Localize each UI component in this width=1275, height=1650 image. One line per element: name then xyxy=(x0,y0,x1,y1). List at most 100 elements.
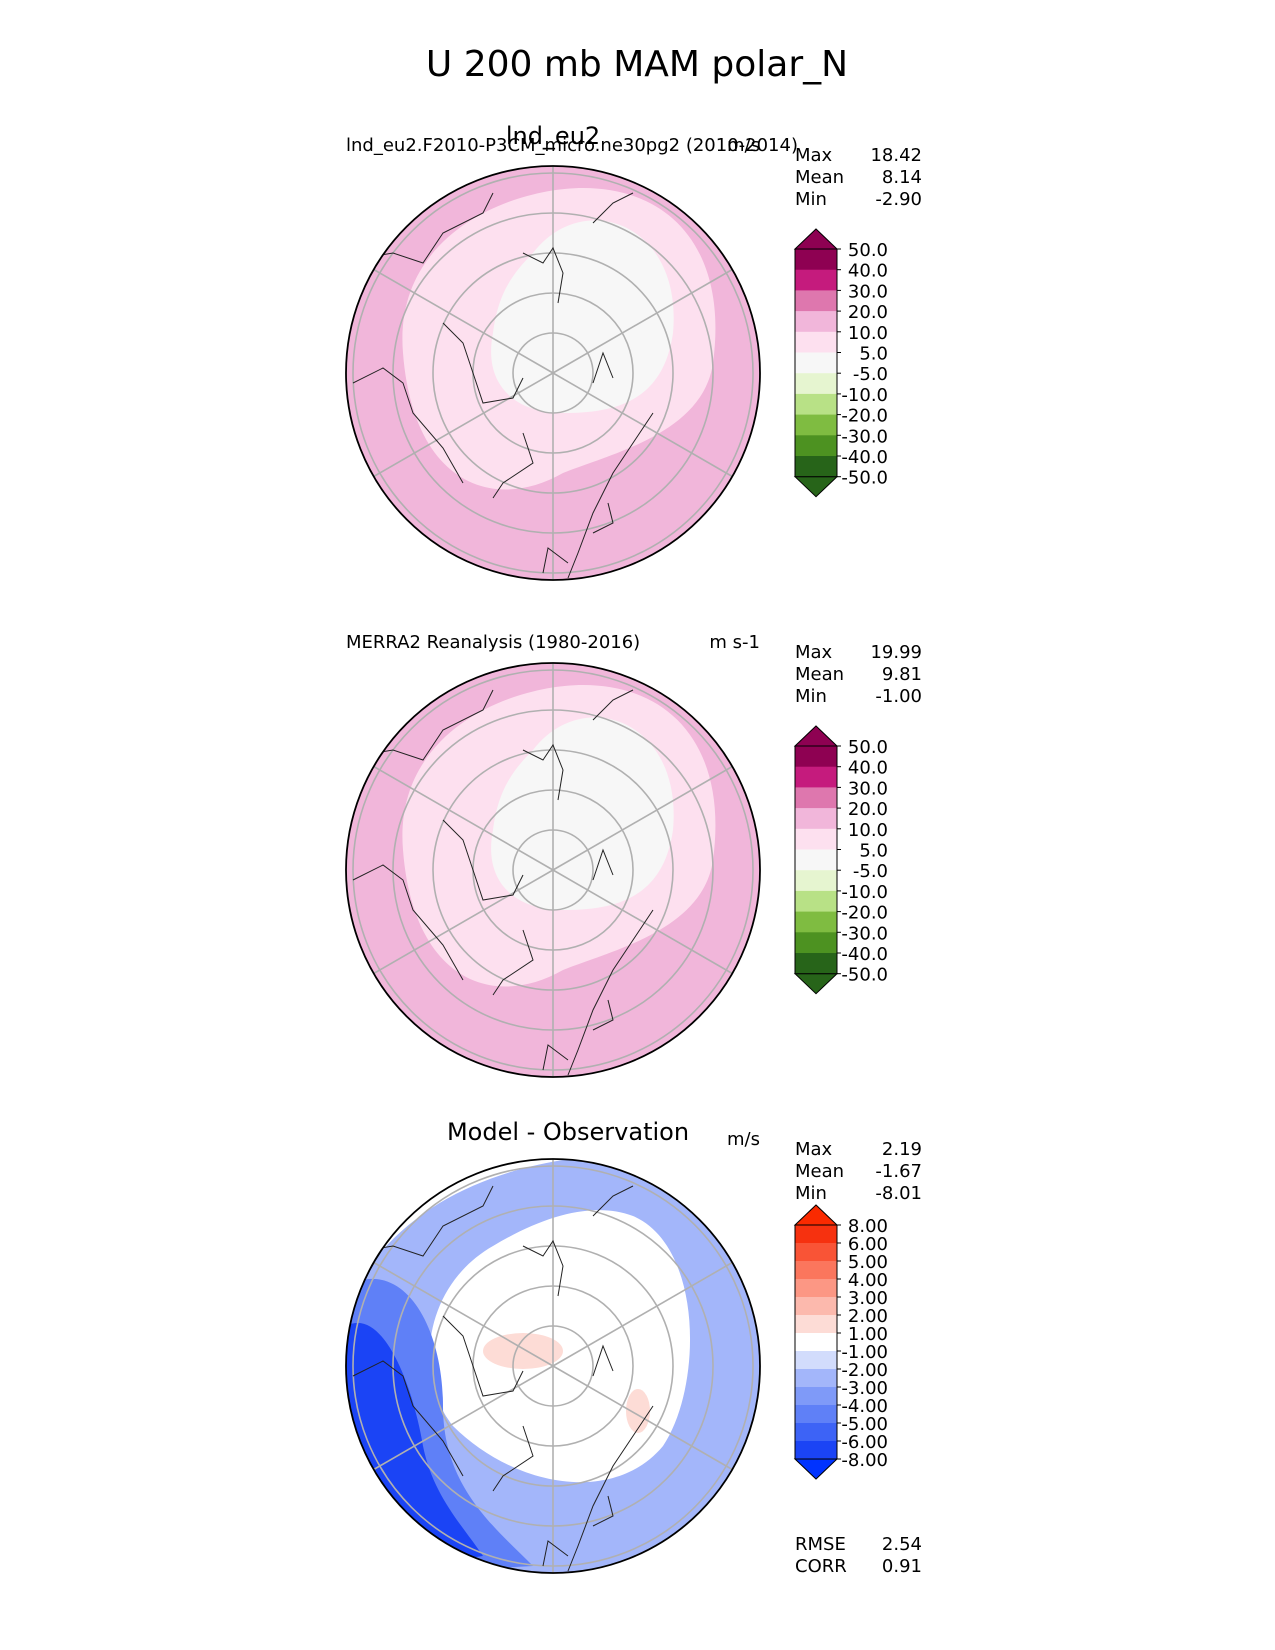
colorbar-extend-bottom xyxy=(793,973,839,995)
colorbar-segment xyxy=(795,1261,837,1280)
colorbar-tick-label: 5.0 xyxy=(859,344,888,365)
colorbar-segment xyxy=(795,249,837,271)
colorbar-tick-label: 8.00 xyxy=(848,1216,888,1237)
stat-value-max: 19.99 xyxy=(870,642,922,663)
colorbar-segment xyxy=(795,1387,837,1406)
colorbar-segment xyxy=(795,1333,837,1352)
panel-left-label: MERRA2 Reanalysis (1980-2016) xyxy=(346,632,640,653)
stat-value-max: 2.19 xyxy=(882,1139,922,1160)
colorbar-tick-label: 50.0 xyxy=(848,737,888,758)
colorbar: 50.040.030.020.010.05.0-5.0-10.0-20.0-30… xyxy=(793,228,888,498)
colorbar-segment xyxy=(795,1279,837,1298)
colorbar-segment xyxy=(795,1315,837,1334)
panel-3: Model - Observation m/s Max 2.19 Mean -1.67 Mi… xyxy=(345,1118,922,1577)
stat-value-corr: 0.91 xyxy=(882,1556,922,1577)
colorbar-segment xyxy=(795,435,837,457)
stat-value-max: 18.42 xyxy=(870,145,922,166)
colorbar-segment xyxy=(795,290,837,312)
colorbar-tick-label: -4.00 xyxy=(841,1396,888,1417)
colorbar-segment xyxy=(795,1405,837,1424)
colorbar-segment xyxy=(795,828,837,850)
field-polar-cap xyxy=(491,220,674,413)
colorbar-segment xyxy=(795,787,837,809)
colorbar-tick-label: 30.0 xyxy=(848,778,888,799)
panel-units: m/s xyxy=(727,1129,760,1150)
colorbar-tick-label: 50.0 xyxy=(848,240,888,261)
panel-title: lnd_eu2 xyxy=(506,122,600,150)
stat-label-mean: Mean xyxy=(795,664,844,685)
colorbar-tick-label: -3.00 xyxy=(841,1378,888,1399)
colorbar-tick-label: -40.0 xyxy=(841,944,888,965)
colorbar-tick-label: 20.0 xyxy=(848,302,888,323)
colorbar-segment xyxy=(795,311,837,333)
map-boundary xyxy=(345,165,761,581)
colorbar-tick-label: -2.00 xyxy=(841,1360,888,1381)
colorbar-tick-label: 10.0 xyxy=(848,323,888,344)
stat-label-max: Max xyxy=(795,642,833,663)
colorbar: 8.006.005.004.003.002.001.00-1.00-2.00-3… xyxy=(793,1204,888,1480)
colorbar-tick-label: -40.0 xyxy=(841,447,888,468)
colorbar-segment xyxy=(795,1369,837,1388)
colorbar-tick-label: -1.00 xyxy=(841,1342,888,1363)
colorbar-segment xyxy=(795,269,837,291)
colorbar-segment xyxy=(795,331,837,353)
stat-value-rmse: 2.54 xyxy=(882,1534,922,1555)
colorbar-segment xyxy=(795,911,837,933)
colorbar-segment xyxy=(795,890,837,913)
panel-title: Model - Observation xyxy=(447,1118,689,1146)
panel-left-label: lnd_eu2.F2010-P3CM_micro.ne30pg2 (2010-2… xyxy=(346,135,798,156)
coastline xyxy=(352,1185,654,1572)
coastline xyxy=(352,192,654,579)
figure-title: U 200 mb MAM polar_N xyxy=(426,44,848,85)
colorbar-tick-label: -50.0 xyxy=(841,468,888,489)
panel-units: m s-1 xyxy=(709,632,760,653)
colorbar-tick-label: 5.0 xyxy=(859,841,888,862)
map-boundary xyxy=(345,662,761,1078)
colorbar-tick-label: -20.0 xyxy=(841,903,888,924)
colorbar-tick-label: -30.0 xyxy=(841,923,888,944)
colorbar-tick-label: -6.00 xyxy=(841,1432,888,1453)
stat-label-max: Max xyxy=(795,1139,833,1160)
colorbar-segment xyxy=(795,766,837,788)
polar-map xyxy=(346,166,760,580)
stat-value-mean: 8.14 xyxy=(882,167,922,188)
colorbar-segment xyxy=(795,352,837,374)
colorbar-tick-label: 40.0 xyxy=(848,261,888,282)
colorbar: 50.040.030.020.010.05.0-5.0-10.0-20.0-30… xyxy=(793,725,888,995)
colorbar-tick-label: 20.0 xyxy=(848,799,888,820)
colorbar-tick-label: 6.00 xyxy=(848,1234,888,1255)
stat-label-rmse: RMSE xyxy=(795,1534,846,1555)
colorbar-tick-label: 4.00 xyxy=(848,1270,888,1291)
colorbar-tick-label: -20.0 xyxy=(841,406,888,427)
field-polar-cap xyxy=(491,717,674,910)
colorbar-tick-label: -10.0 xyxy=(841,385,888,406)
colorbar-extend-bottom xyxy=(793,476,839,498)
polar-map xyxy=(346,663,760,1077)
colorbar-segment xyxy=(795,414,837,436)
colorbar-segment xyxy=(795,1351,837,1370)
colorbar-segment xyxy=(795,373,837,395)
stat-value-min: -2.90 xyxy=(875,189,922,210)
stat-value-mean: -1.67 xyxy=(875,1161,922,1182)
colorbar-tick-label: -30.0 xyxy=(841,426,888,447)
colorbar-tick-label: 3.00 xyxy=(848,1288,888,1309)
stat-value-mean: 9.81 xyxy=(882,664,922,685)
colorbar-tick-label: -5.0 xyxy=(853,861,888,882)
colorbar-tick-label: 5.00 xyxy=(848,1252,888,1273)
stat-label-min: Min xyxy=(795,1183,827,1204)
colorbar-extend-top xyxy=(793,228,839,250)
polar-map xyxy=(346,1159,760,1573)
colorbar-extend-top xyxy=(793,1204,839,1226)
stat-value-min: -8.01 xyxy=(875,1183,922,1204)
colorbar-tick-label: 30.0 xyxy=(848,281,888,302)
colorbar-tick-label: -5.00 xyxy=(841,1414,888,1435)
colorbar-segment xyxy=(795,953,837,975)
colorbar-tick-label: 1.00 xyxy=(848,1324,888,1345)
colorbar-tick-label: -50.0 xyxy=(841,965,888,986)
stat-label-max: Max xyxy=(795,145,833,166)
stat-label-corr: CORR xyxy=(795,1556,847,1577)
colorbar-tick-label: 40.0 xyxy=(848,758,888,779)
colorbar-segment xyxy=(795,849,837,871)
colorbar-segment xyxy=(795,393,837,416)
